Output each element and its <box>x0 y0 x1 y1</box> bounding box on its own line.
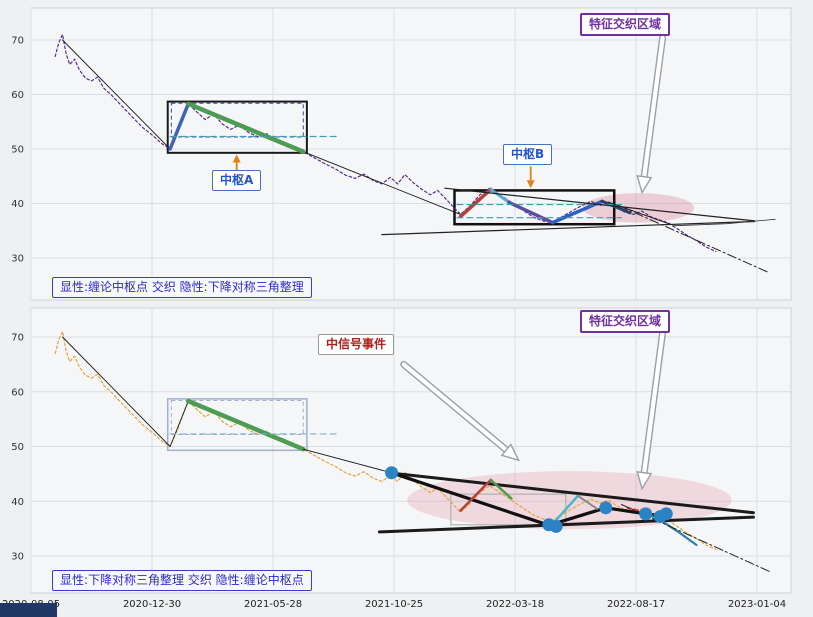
top-chan-down-green <box>186 101 306 154</box>
bottom-stroke-mid <box>302 448 393 474</box>
bottom-price <box>54 330 717 551</box>
bottom-zig-teal-up <box>553 494 580 523</box>
svg-text:40: 40 <box>11 199 24 210</box>
svg-text:40: 40 <box>11 497 24 508</box>
svg-text:2022-03-18: 2022-03-18 <box>486 599 544 610</box>
signal-dot <box>599 501 613 515</box>
caption-bottom-chart: 显性:下降对称三角整理 交织 隐性:缠论中枢点 <box>52 570 312 591</box>
signal-dot <box>659 507 673 521</box>
signal-dot <box>385 466 399 480</box>
signal-event-label: 中信号事件 <box>318 334 395 355</box>
bottom-stroke-up <box>169 400 189 447</box>
top-tail-curve <box>671 218 776 227</box>
top-triangle-upper <box>444 187 756 222</box>
signal-dot <box>639 507 653 521</box>
hidden-pivot-box <box>166 398 308 452</box>
caption-top-chart: 显性:缠论中枢点 交织 隐性:下降对称三角整理 <box>52 277 312 298</box>
top-zig-indigo <box>507 200 555 225</box>
top-zig-navy <box>600 199 632 215</box>
bottom-zig-red <box>459 478 493 512</box>
svg-text:70: 70 <box>11 36 24 47</box>
pivot-b-label: 中枢B <box>503 144 553 165</box>
bottom-projection <box>621 504 770 572</box>
top-triangle-lower <box>381 220 756 236</box>
feature-region-ellipse <box>582 193 695 223</box>
svg-text:70: 70 <box>11 333 24 344</box>
svg-text:60: 60 <box>11 90 24 101</box>
bottom-zig-gray-down <box>576 494 599 510</box>
svg-text:50: 50 <box>11 442 24 453</box>
svg-text:30: 30 <box>11 254 24 265</box>
svg-text:2022-08-17: 2022-08-17 <box>607 599 665 610</box>
pivot-A-box <box>166 100 308 154</box>
feature-region-label-bottom: 特征交织区域 <box>580 310 671 333</box>
bottom-triangle-upper-bold <box>386 471 755 515</box>
bottom-chan-down-green <box>186 398 306 452</box>
top-projection <box>618 205 770 274</box>
top-zig-sky <box>489 187 511 204</box>
svg-text:30: 30 <box>11 552 24 563</box>
feature-region-label-top: 特征交织区域 <box>580 13 671 36</box>
bottom-zig-green <box>489 478 513 500</box>
top-chan-up-blue <box>168 102 191 151</box>
corner-artifact <box>0 603 57 617</box>
bottom-stroke-down-1 <box>62 336 171 447</box>
top-stroke-right <box>607 201 671 225</box>
svg-text:2020-12-30: 2020-12-30 <box>123 599 181 610</box>
hidden-pivot-inner <box>170 400 304 435</box>
bottom-triangle-lower-bold <box>378 515 755 534</box>
pivot-a-label: 中枢A <box>212 170 262 191</box>
top-stroke-down-1 <box>62 39 171 150</box>
svg-text:2023-01-04: 2023-01-04 <box>728 599 786 610</box>
top-zig-royal <box>550 199 604 225</box>
signal-dot <box>549 519 563 533</box>
svg-text:2021-05-28: 2021-05-28 <box>244 599 302 610</box>
svg-text:50: 50 <box>11 145 24 156</box>
top-zig-red <box>458 187 493 219</box>
pivot-A-inner <box>170 102 304 138</box>
top-stroke-mid <box>302 151 461 215</box>
svg-text:60: 60 <box>11 387 24 398</box>
svg-text:2021-10-25: 2021-10-25 <box>365 599 423 610</box>
